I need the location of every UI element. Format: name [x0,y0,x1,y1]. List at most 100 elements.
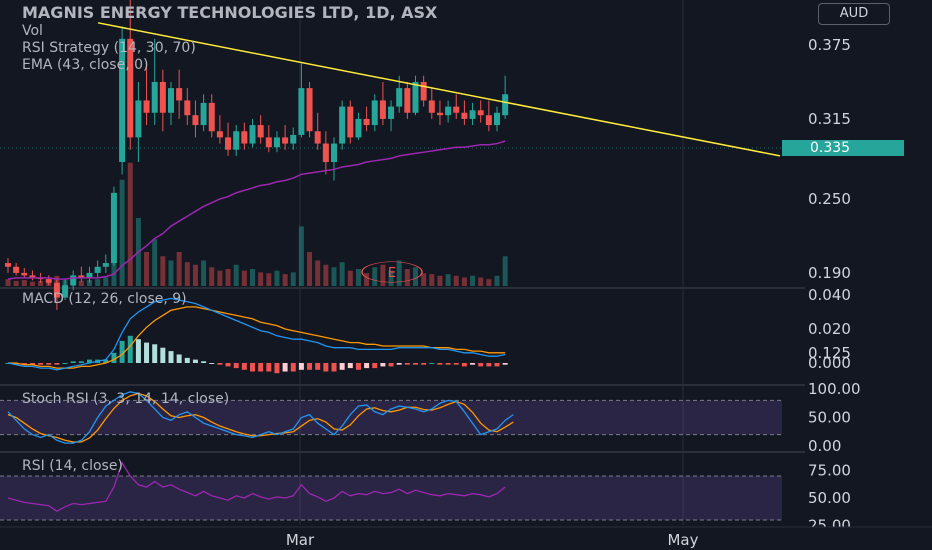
volume-bar [160,256,166,286]
macd-histogram-bar [478,363,484,367]
rsi-line [7,461,506,512]
stoch-k-line [7,391,514,444]
volume-bar [323,264,329,286]
volume-bar [388,270,394,286]
resistance-trendline [97,22,781,157]
macd-axis-label: 0.020 [808,320,851,338]
candle-body [355,118,362,138]
macd-histogram-bar [103,359,109,363]
candle-body [453,106,460,113]
macd-histogram-bar [111,352,117,363]
candle-body [13,266,20,273]
macd-histogram-bar [413,363,418,365]
candle-body [249,125,256,144]
candle-body [428,100,435,113]
candle-body [53,282,60,298]
volume-bar [396,260,402,286]
candle-body [379,100,386,119]
macd-histogram-bar [486,363,492,367]
volume-bar [241,270,247,286]
volume-bar [364,273,370,286]
candle-body [21,272,28,276]
volume-bar [274,270,280,286]
candle-body [208,102,215,132]
candle-body [347,106,354,138]
macd-title: MACD (12, 26, close, 9) [22,291,187,307]
volume-bar [184,262,190,286]
candle-body [127,38,134,138]
volume-bar [127,162,133,286]
stoch-band [0,400,782,435]
macd-histogram-bar [160,347,166,363]
macd-histogram-bar [290,363,296,372]
volume-bar [413,267,418,286]
volume-bar [209,267,215,286]
macd-line [7,297,506,371]
time-axis-bg [0,527,932,550]
macd-histogram-bar [445,363,451,365]
macd-histogram-bar [209,363,215,364]
macd-histogram-bar [470,363,476,365]
macd-histogram-bar [502,363,508,365]
legend-ema: EMA (43, close, 0) [22,57,149,73]
macd-histogram-bar [184,357,190,363]
volume-bar [168,260,174,286]
volume-bar [315,260,321,286]
candle-body [257,125,264,138]
candle-body [331,143,337,163]
macd-histogram-bar [437,363,443,365]
candle-body [62,285,69,298]
stoch-rsi-title: Stoch RSI (3, 3, 14, 14, close) [22,391,230,407]
macd-histogram-bar [380,363,386,367]
candle-body [469,110,476,119]
rsi-title: RSI (14, close) [22,458,123,474]
volume-bar [119,179,125,286]
candle-body [102,263,109,267]
macd-histogram-bar [87,359,92,363]
candle-body [192,115,199,126]
macd-histogram-bar [217,363,223,365]
volume-bar [486,279,492,286]
candle-body [404,88,411,113]
volume-bar [290,272,296,286]
volume-bar [95,279,101,286]
candle-body [265,137,272,148]
volume-bar [372,267,378,286]
time-axis-label: May [667,531,698,549]
volume-bar [307,252,313,286]
candle-body [314,131,321,144]
currency-button[interactable]: AUD [818,3,890,25]
macd-histogram-bar [258,363,264,372]
candle-body [233,131,240,150]
volume-bar [176,252,182,286]
macd-histogram-bar [388,363,394,367]
candle-body [225,137,232,150]
macd-histogram-bar [46,363,52,365]
earnings-marker-ring [361,261,423,283]
macd-histogram-bar [494,363,500,367]
volume-bar [404,269,410,286]
candle-body [29,275,36,278]
candle-body [445,106,452,116]
volume-bar [258,272,264,286]
candle-body [477,110,484,116]
rsi-axis-label: 50.00 [808,489,851,507]
volume-bar [217,270,223,286]
volume-bar [429,274,435,286]
volume-bar [29,281,35,286]
candle-body [176,88,183,101]
price-axis-label: 0.250 [808,190,851,208]
macd-histogram-bar [396,363,402,365]
macd-histogram-bar [192,359,198,363]
macd-histogram-bar [127,335,133,363]
candle-body [339,106,346,144]
macd-histogram-bar [429,363,435,364]
macd-histogram-bar [274,363,280,374]
price-axis-label: 0.315 [808,110,851,128]
macd-histogram-bar [453,363,459,365]
candle-body [151,81,158,113]
volume-bar [445,274,451,286]
candle-body [502,94,509,116]
macd-histogram-bar [347,363,353,369]
